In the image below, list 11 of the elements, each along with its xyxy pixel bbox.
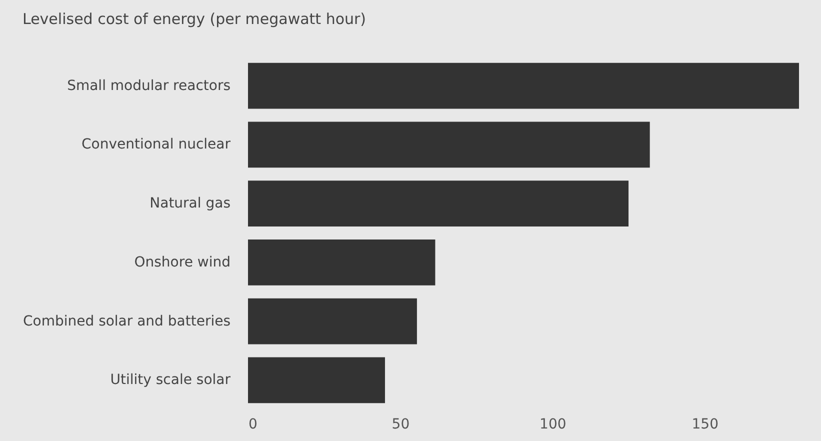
chart-title: Levelised cost of energy (per megawatt hour) (22, 10, 366, 28)
y-tick-label: Small modular reactors (67, 78, 230, 94)
x-tick-label: 50 (392, 416, 410, 432)
y-tick-label: Utility scale solar (110, 372, 231, 388)
x-tick-label: 150 (692, 416, 718, 432)
y-tick-label: Onshore wind (134, 254, 230, 270)
y-tick-label: Conventional nuclear (81, 136, 231, 153)
x-tick-label: 0 (248, 416, 258, 432)
y-tick-label: Natural gas (150, 196, 230, 212)
y-tick-label: Combined solar and batteries (22, 313, 230, 330)
x-tick-label: 100 (540, 416, 566, 432)
